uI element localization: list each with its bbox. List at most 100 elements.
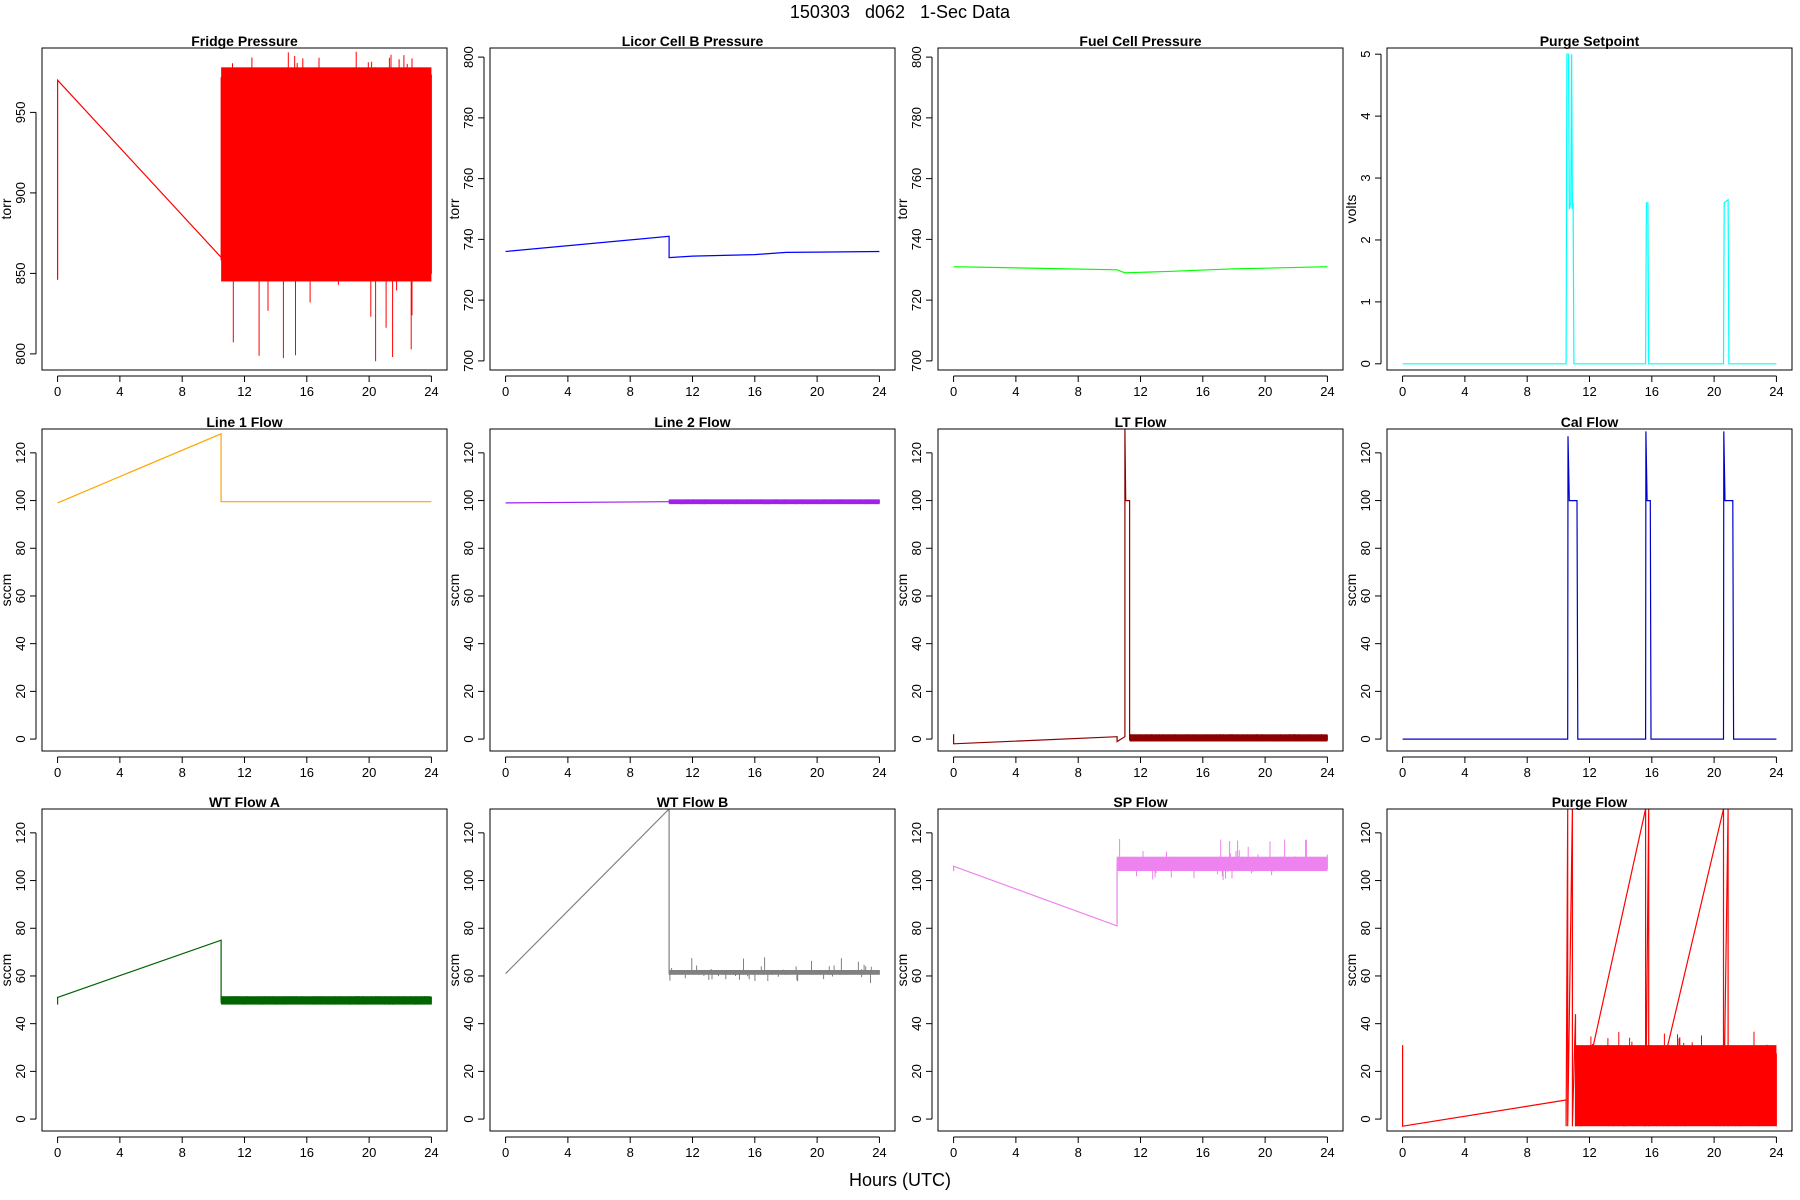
y-axis-label: sccm [894,574,910,607]
x-tick-label: 16 [1645,765,1659,780]
panel-title: Licor Cell B Pressure [622,33,764,49]
series-line [57,432,432,504]
x-tick-label: 20 [810,1145,824,1160]
panel-11: SP Flow sccm 0 4 8 12 16 20 24 0 20 40 60 80 100 120 [894,794,1344,1160]
x-tick-label: 8 [627,1145,634,1160]
y-tick-label: 120 [13,822,28,844]
plot-area [505,809,880,984]
series-line [505,501,670,504]
y-tick-label: 20 [13,684,28,698]
y-tick-label: 100 [13,490,28,512]
x-tick-label: 0 [502,765,509,780]
panel-3: Fuel Cell Pressure torr 0 4 8 12 16 20 24 700 720 7… [894,33,1344,399]
y-tick-label: 100 [909,490,924,512]
y-axis-label: torr [446,198,462,219]
x-tick-label: 20 [1707,384,1721,399]
x-tick-label: 4 [564,1145,571,1160]
x-tick-label: 24 [1320,1145,1334,1160]
x-tick-label: 12 [1582,384,1596,399]
y-tick-label: 60 [13,969,28,983]
y-tick-label: 20 [461,684,476,698]
y-tick-label: 60 [1358,969,1373,983]
x-tick-label: 16 [748,765,762,780]
x-tick-label: 20 [1258,765,1272,780]
series-line [505,235,880,259]
x-tick-label: 0 [950,384,957,399]
series-line [56,78,222,280]
x-tick-label: 0 [950,765,957,780]
x-tick-label: 8 [179,765,186,780]
x-tick-label: 20 [810,765,824,780]
y-tick-label: 120 [909,442,924,464]
y-tick-label: 80 [909,541,924,555]
y-tick-label: 0 [461,735,476,742]
y-tick-label: 60 [461,969,476,983]
series-line [505,809,880,975]
x-tick-label: 0 [54,765,61,780]
x-tick-label: 8 [1524,1145,1531,1160]
x-tick-label: 4 [116,1145,123,1160]
x-tick-label: 8 [1075,1145,1082,1160]
y-tick-label: 850 [13,263,28,285]
y-tick-label: 120 [1358,822,1373,844]
y-tick-label: 80 [1358,921,1373,935]
x-tick-label: 24 [1769,384,1783,399]
y-tick-label: 60 [13,589,28,603]
y-axis-label: sccm [0,954,14,987]
panel-9: WT Flow A sccm 0 4 8 12 16 20 24 0 20 40 60 80 100 120 [0,794,448,1160]
y-axis-label: torr [894,198,910,219]
y-tick-label: 100 [461,490,476,512]
y-tick-label: 780 [461,107,476,129]
plot-area [1401,809,1777,1127]
y-tick-label: 0 [13,735,28,742]
x-tick-label: 24 [424,1145,438,1160]
y-tick-label: 40 [461,1016,476,1030]
x-tick-label: 24 [872,384,886,399]
x-tick-label: 20 [362,765,376,780]
x-tick-label: 24 [424,765,438,780]
y-tick-label: 950 [13,102,28,124]
plot-area [952,839,1328,927]
series-line [1401,809,1729,1127]
x-tick-label: 8 [1524,384,1531,399]
x-tick-label: 8 [627,765,634,780]
x-tick-label: 12 [1133,384,1147,399]
plot-frame [1386,47,1793,371]
x-tick-label: 24 [1320,384,1334,399]
x-tick-label: 0 [54,1145,61,1160]
y-tick-label: 20 [461,1064,476,1078]
y-tick-label: 800 [909,46,924,68]
y-tick-label: 80 [461,541,476,555]
x-tick-label: 16 [1196,1145,1210,1160]
y-tick-label: 740 [461,229,476,251]
plot-area [505,235,880,259]
y-axis-label: sccm [446,574,462,607]
y-axis-label: sccm [446,954,462,987]
x-tick-label: 4 [1461,765,1468,780]
y-tick-label: 720 [461,289,476,311]
y-tick-label: 120 [1358,442,1373,464]
plot-frame [41,428,448,752]
y-tick-label: 120 [461,822,476,844]
panel-10: WT Flow B sccm 0 4 8 12 16 20 24 0 20 40 60 80 100 120 [446,794,896,1160]
y-tick-label: 3 [1358,174,1373,181]
y-tick-label: 5 [1358,51,1373,58]
x-tick-label: 16 [1196,384,1210,399]
x-tick-label: 12 [1582,1145,1596,1160]
x-tick-label: 16 [748,1145,762,1160]
x-tick-label: 4 [1461,384,1468,399]
panel-title: WT Flow B [657,794,729,810]
x-tick-label: 12 [1582,765,1596,780]
plot-area [952,429,1328,745]
x-tick-label: 0 [54,384,61,399]
y-tick-label: 900 [13,182,28,204]
y-axis-label: sccm [1343,574,1359,607]
x-tick-label: 4 [116,384,123,399]
panel-8: Cal Flow sccm 0 4 8 12 16 20 24 0 20 40 60 80 100 120 [1343,414,1793,780]
x-tick-label: 20 [1707,765,1721,780]
y-tick-label: 800 [461,46,476,68]
plot-frame [937,808,1344,1132]
y-tick-label: 0 [13,1115,28,1122]
data-noise [1116,839,1328,880]
